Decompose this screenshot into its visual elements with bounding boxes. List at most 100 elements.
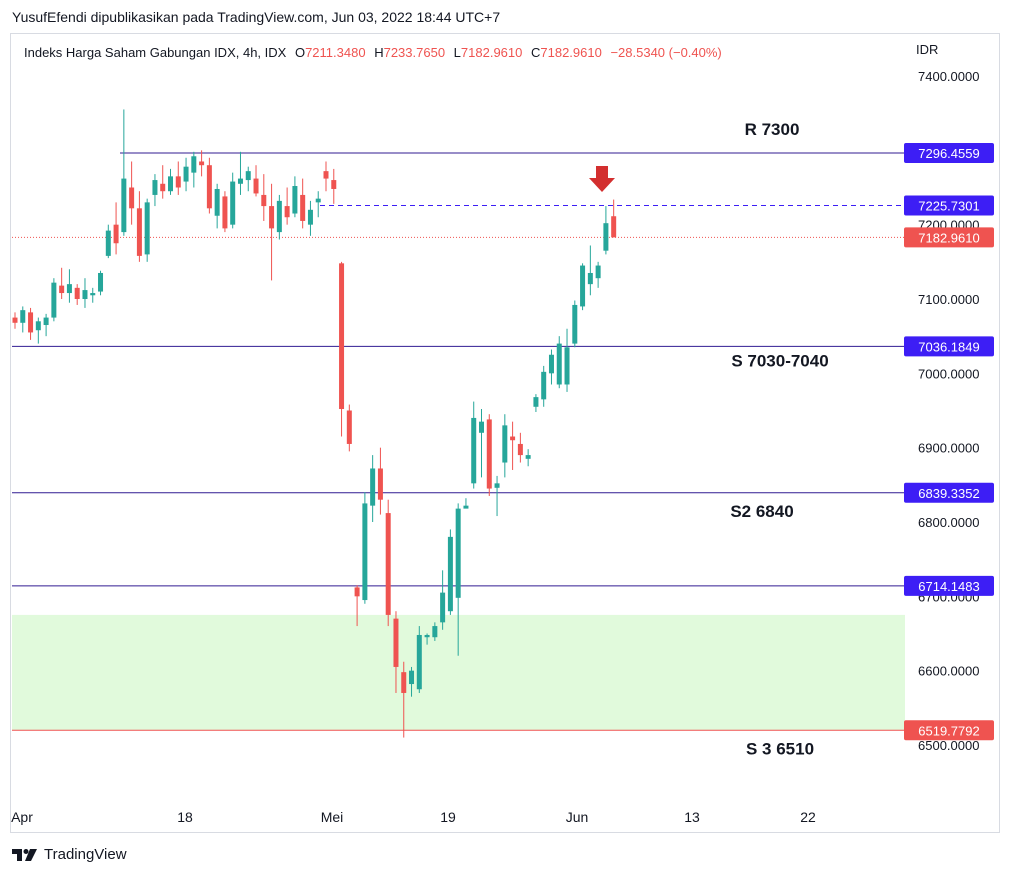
candle[interactable] <box>245 166 251 192</box>
low-label: L <box>453 45 461 60</box>
candle[interactable] <box>486 414 492 496</box>
price-axis: 6500.00006600.00006700.00006800.00006900… <box>918 69 979 753</box>
candle[interactable] <box>580 263 586 311</box>
candle-body <box>245 171 251 181</box>
candle[interactable] <box>370 455 376 522</box>
level-price-label-bg <box>904 575 994 596</box>
candle[interactable] <box>346 404 352 452</box>
candle[interactable] <box>168 168 173 195</box>
candle[interactable] <box>331 168 337 204</box>
candle-body <box>300 194 306 221</box>
candle[interactable] <box>525 449 531 467</box>
level-price-label: 6839.3352 <box>918 486 979 501</box>
candle[interactable] <box>90 287 96 303</box>
candle[interactable] <box>237 151 243 195</box>
candle[interactable] <box>152 174 158 207</box>
candle[interactable] <box>20 306 26 333</box>
candle[interactable] <box>59 267 65 299</box>
candle[interactable] <box>587 245 593 296</box>
candle[interactable] <box>603 206 609 255</box>
candle[interactable] <box>98 270 104 296</box>
candle[interactable] <box>494 475 500 517</box>
candle-body <box>269 206 275 229</box>
candle[interactable] <box>315 191 321 218</box>
candle[interactable] <box>183 157 189 192</box>
candle[interactable] <box>292 176 298 218</box>
candle[interactable] <box>409 666 415 697</box>
candle[interactable] <box>556 336 562 389</box>
candle-body <box>377 468 383 500</box>
candle[interactable] <box>160 165 166 199</box>
candle[interactable] <box>129 161 135 225</box>
candle-body <box>409 670 415 685</box>
candle[interactable] <box>284 187 290 225</box>
candle[interactable] <box>572 300 578 348</box>
candle[interactable] <box>541 365 547 407</box>
candle[interactable] <box>432 622 438 641</box>
candle-body <box>331 180 337 189</box>
candle[interactable] <box>447 529 453 615</box>
candle-body <box>362 503 368 601</box>
candle[interactable] <box>66 269 72 303</box>
candle[interactable] <box>261 174 267 221</box>
candle[interactable] <box>440 570 446 630</box>
candle[interactable] <box>471 401 477 489</box>
footer[interactable]: TradingView <box>12 846 127 863</box>
candle[interactable] <box>424 633 430 645</box>
candle-body <box>12 317 18 323</box>
candle[interactable] <box>206 157 212 214</box>
candle[interactable] <box>51 278 57 322</box>
candle[interactable] <box>12 312 18 329</box>
candle[interactable] <box>323 161 329 192</box>
candle[interactable] <box>300 178 306 229</box>
candle[interactable] <box>105 224 111 259</box>
candle[interactable] <box>533 394 539 412</box>
candle-body <box>237 178 243 184</box>
candle[interactable] <box>455 503 461 656</box>
level-annotation: S 7030-7040 <box>731 351 828 370</box>
candle[interactable] <box>354 585 360 627</box>
candle[interactable] <box>82 278 88 308</box>
candle[interactable] <box>43 313 49 337</box>
candle-body <box>59 285 65 294</box>
candle[interactable] <box>307 200 313 236</box>
candle[interactable] <box>136 191 142 262</box>
candle[interactable] <box>479 409 484 478</box>
candle[interactable] <box>74 284 80 305</box>
candle[interactable] <box>463 498 469 509</box>
candle[interactable] <box>214 183 220 229</box>
candle[interactable] <box>416 626 422 693</box>
candle[interactable] <box>121 109 127 236</box>
candle[interactable] <box>377 447 383 515</box>
candle[interactable] <box>222 191 228 233</box>
candle[interactable] <box>35 317 41 344</box>
candle[interactable] <box>502 414 508 478</box>
candle[interactable] <box>230 172 236 229</box>
candle[interactable] <box>144 198 150 262</box>
candle-body <box>595 265 601 279</box>
candle[interactable] <box>385 499 391 627</box>
candle[interactable] <box>276 194 282 240</box>
candle[interactable] <box>393 611 399 693</box>
candle[interactable] <box>253 165 259 197</box>
candle[interactable] <box>269 183 275 281</box>
candle[interactable] <box>611 199 617 238</box>
candle[interactable] <box>401 661 407 738</box>
candle[interactable] <box>175 161 181 195</box>
candle[interactable] <box>595 261 601 288</box>
candle[interactable] <box>564 328 570 392</box>
candle[interactable] <box>548 349 554 385</box>
candle[interactable] <box>191 151 197 188</box>
candle[interactable] <box>28 307 34 340</box>
candle[interactable] <box>339 261 345 437</box>
candle[interactable] <box>113 202 119 255</box>
candle-body <box>346 410 352 444</box>
candle-body <box>43 317 49 326</box>
candle-body <box>463 505 469 509</box>
last-price-label: 7182.9610 <box>918 230 979 245</box>
candle[interactable] <box>510 421 516 470</box>
candle[interactable] <box>362 492 368 604</box>
candle[interactable] <box>517 432 523 463</box>
candle[interactable] <box>199 150 205 177</box>
